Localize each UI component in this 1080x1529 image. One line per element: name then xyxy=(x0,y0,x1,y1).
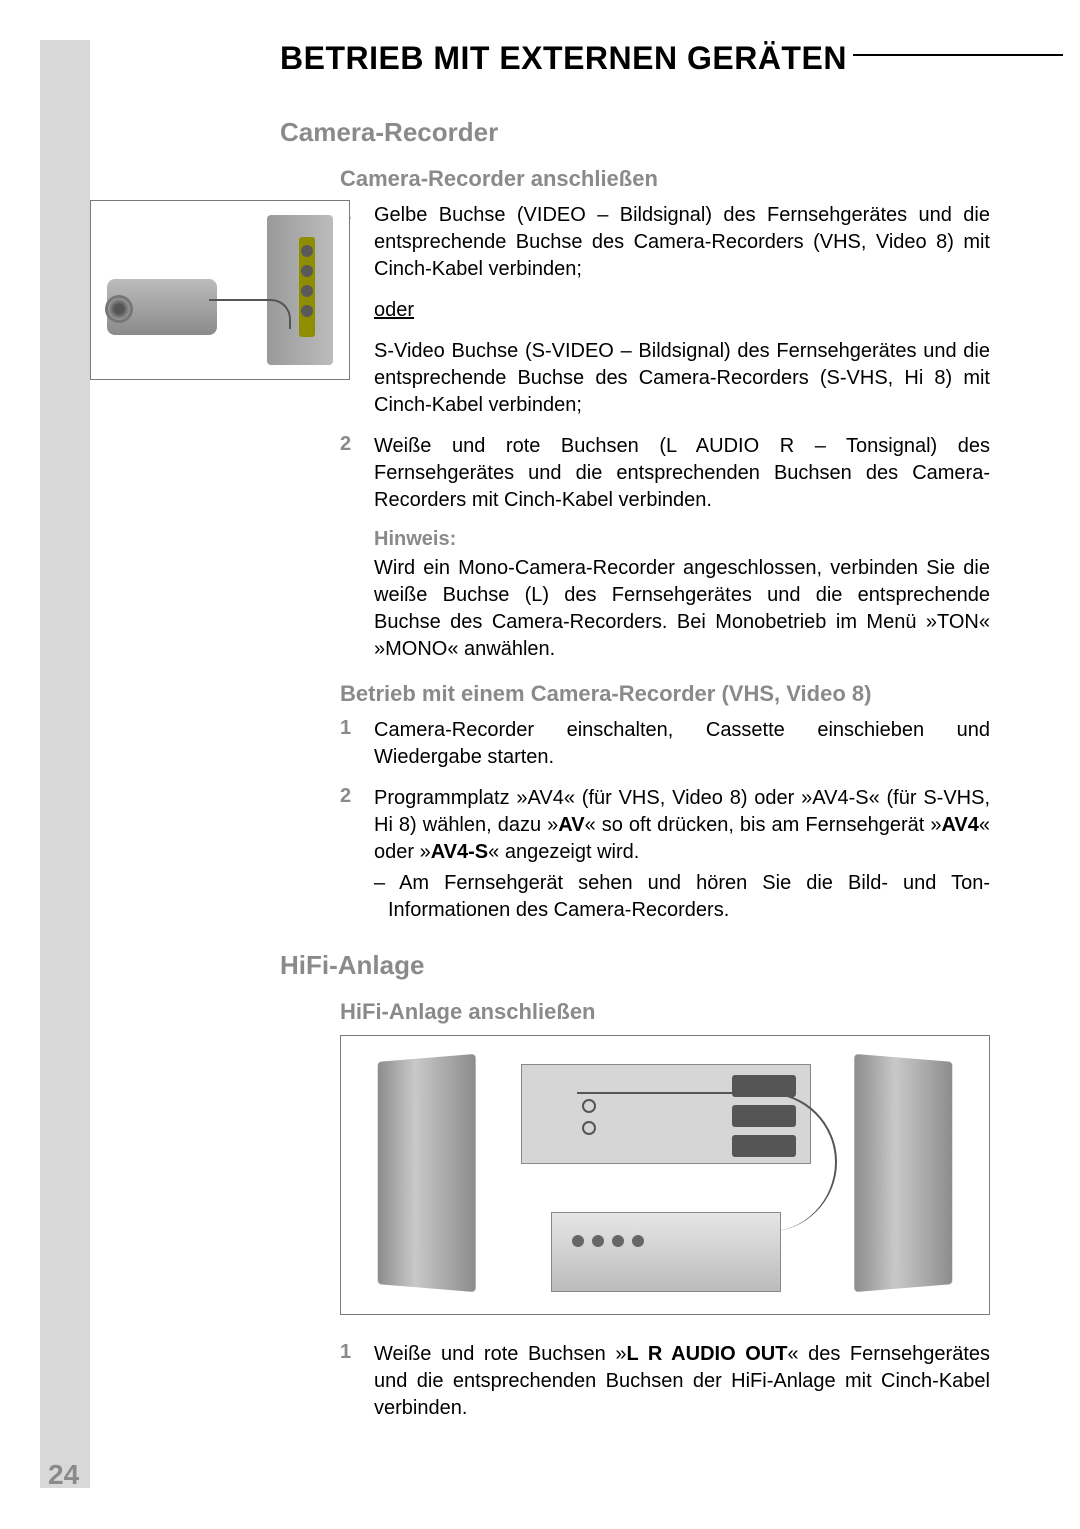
figure-camera-recorder xyxy=(90,200,350,380)
step-row: 1 Weiße und rote Buchsen »L R AUDIO OUT«… xyxy=(340,1341,990,1422)
figure-hifi xyxy=(340,1035,990,1315)
heading-hifi: HiFi-Anlage xyxy=(280,950,1030,981)
chapter-rule xyxy=(853,54,1063,56)
subheading-connect-camera: Camera-Recorder anschließen xyxy=(340,166,1030,192)
step-text: Weiße und rote Buchsen (L AUDIO R – Tons… xyxy=(374,433,990,514)
lens-icon xyxy=(105,295,133,323)
cable-icon xyxy=(577,1092,837,1232)
step-text: Gelbe Buchse (VIDEO – Bildsignal) des Fe… xyxy=(374,202,990,283)
side-strip xyxy=(40,40,90,1488)
step-marker: 2 xyxy=(340,785,374,924)
t: « angezeigt wird. xyxy=(488,841,639,863)
jack-panel-icon xyxy=(299,237,315,337)
t: AV4 xyxy=(941,814,978,836)
step-marker: 1 xyxy=(340,1341,374,1422)
t: AV4-S xyxy=(431,841,488,863)
hint-text: Wird ein Mono-Camera-Recorder angeschlos… xyxy=(374,555,990,663)
speaker-right-icon xyxy=(854,1054,952,1292)
page-content: BETRIEB MIT EXTERNEN GERÄTEN Camera-Reco… xyxy=(90,40,1030,1436)
step-marker: 1 xyxy=(340,717,374,771)
step-marker: 2 xyxy=(340,433,374,514)
t: « so oft drücken, bis am Fernsehgerät » xyxy=(585,814,942,836)
hint-label: Hinweis: xyxy=(374,528,1030,551)
page-number: 24 xyxy=(48,1459,79,1491)
step-text: Camera-Recorder einschalten, Cassette ei… xyxy=(374,717,990,771)
subheading-operate-camera: Betrieb mit einem Camera-Recorder (VHS, … xyxy=(340,681,1030,707)
step-text: Weiße und rote Buchsen »L R AUDIO OUT« d… xyxy=(374,1341,990,1422)
t: L R AUDIO OUT xyxy=(626,1343,787,1365)
chapter-title-text: BETRIEB MIT EXTERNEN GERÄTEN xyxy=(280,40,847,76)
subheading-connect-hifi: HiFi-Anlage anschließen xyxy=(340,999,1030,1025)
step-row: 2 Weiße und rote Buchsen (L AUDIO R – To… xyxy=(340,433,990,514)
t: AV xyxy=(558,814,584,836)
t: Weiße und rote Buchsen » xyxy=(374,1343,626,1365)
speaker-left-icon xyxy=(378,1054,476,1292)
step-row: 1 Camera-Recorder einschalten, Cassette … xyxy=(340,717,990,771)
or-label: oder xyxy=(374,297,414,324)
step-row: 2 Programmplatz »AV4« (für VHS, Video 8)… xyxy=(340,785,990,924)
step-alt-text: S-Video Buchse (S-VIDEO – Bildsignal) de… xyxy=(374,338,990,419)
heading-camera: Camera-Recorder xyxy=(280,117,1030,148)
chapter-title: BETRIEB MIT EXTERNEN GERÄTEN xyxy=(280,40,1030,77)
step-text: Programmplatz »AV4« (für VHS, Video 8) o… xyxy=(374,785,990,924)
step-row: 1 Gelbe Buchse (VIDEO – Bildsignal) des … xyxy=(340,202,990,283)
cable-icon xyxy=(209,299,291,329)
sub-note: – Am Fernsehgerät sehen und hören Sie di… xyxy=(388,870,990,924)
amplifier-icon xyxy=(551,1212,781,1292)
